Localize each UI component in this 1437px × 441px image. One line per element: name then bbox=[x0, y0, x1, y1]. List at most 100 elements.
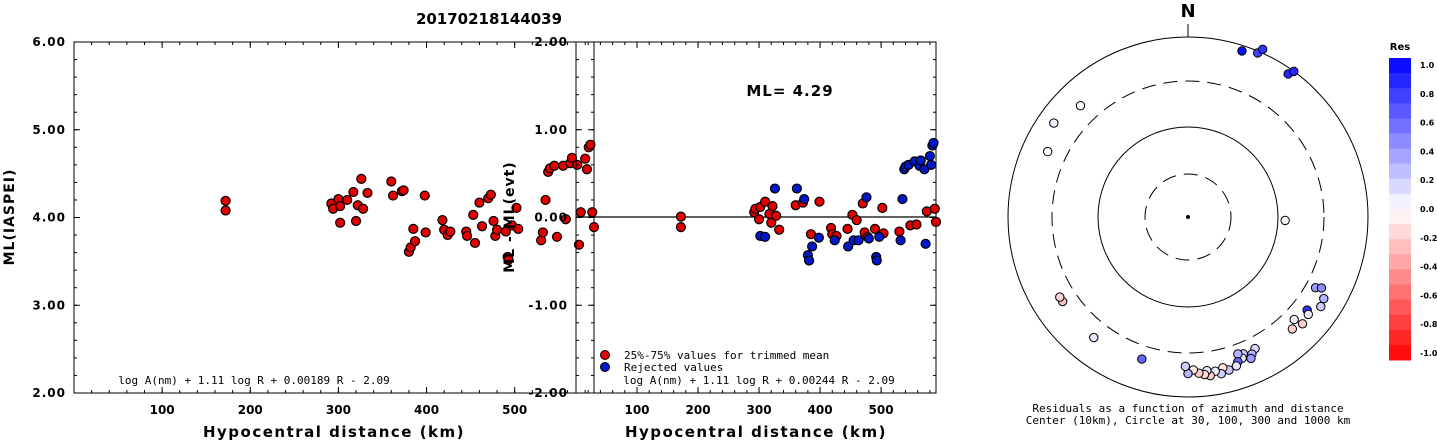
residual-point bbox=[1180, 361, 1191, 372]
data-point bbox=[362, 187, 373, 199]
data-point bbox=[585, 139, 596, 150]
data-point bbox=[386, 176, 397, 187]
data-point bbox=[445, 226, 456, 237]
figure-title: 20170218144039 bbox=[416, 10, 562, 28]
colorbar-label: -1.0 bbox=[1420, 349, 1437, 358]
trimmed-point bbox=[675, 211, 687, 222]
colorbar-swatch bbox=[1389, 73, 1411, 89]
residual-point bbox=[1280, 215, 1290, 226]
rejected-point bbox=[874, 231, 885, 242]
colorbar-label: 0.6 bbox=[1420, 119, 1435, 128]
x-axis: 100 200 300 400 500 bbox=[91, 42, 586, 417]
residual-point bbox=[1289, 66, 1299, 77]
trimmed-point bbox=[771, 210, 782, 221]
data-point bbox=[409, 236, 421, 247]
colorbar-label: 0.2 bbox=[1420, 176, 1434, 185]
panel-ml-vs-distance: 2.00 3.00 4.00 5.00 6.00 100 200 300 400 500 ML(… bbox=[2, 35, 600, 441]
data-point bbox=[461, 230, 473, 242]
rejected-point bbox=[769, 183, 781, 194]
ring-1000km bbox=[1007, 36, 1369, 398]
colorbar-label: -0.2 bbox=[1420, 234, 1437, 243]
residual-point bbox=[1233, 349, 1243, 359]
data-point bbox=[220, 195, 231, 206]
colorbar-swatch bbox=[1389, 178, 1411, 195]
rejected-point bbox=[760, 231, 771, 242]
x-axis-label: Hypocentral distance (km) bbox=[625, 423, 887, 441]
residual-point bbox=[1319, 293, 1329, 304]
data-point bbox=[357, 203, 369, 214]
rejected-point bbox=[897, 193, 908, 205]
y-tick-label: -2.00 bbox=[528, 386, 568, 400]
rejected-point bbox=[861, 192, 872, 203]
data-point bbox=[500, 226, 511, 237]
trimmed-point bbox=[929, 203, 940, 214]
rejected-point bbox=[928, 137, 939, 149]
data-point bbox=[469, 237, 481, 249]
x-tick-label: 500 bbox=[502, 403, 527, 417]
data-point bbox=[468, 209, 479, 220]
y-tick-label: 2.00 bbox=[534, 35, 568, 49]
data-point bbox=[488, 215, 499, 227]
data-point bbox=[420, 227, 431, 238]
data-point bbox=[387, 190, 399, 201]
data-point bbox=[350, 215, 362, 227]
colorbar-swatch bbox=[1389, 148, 1411, 165]
residual-point bbox=[1257, 44, 1268, 54]
colorbar-label: 0.4 bbox=[1420, 147, 1435, 156]
y-axis: 2.00 3.00 4.00 5.00 6.00 bbox=[32, 35, 594, 400]
rejected-point bbox=[799, 193, 810, 205]
rejected-point bbox=[871, 255, 882, 266]
data-point bbox=[551, 231, 563, 242]
colorbar-label: 1.0 bbox=[1420, 61, 1435, 70]
center-dot bbox=[1186, 215, 1190, 219]
trimmed-point bbox=[814, 196, 825, 207]
colorbar-label: -0.6 bbox=[1420, 291, 1437, 300]
ring-30km bbox=[1144, 173, 1232, 261]
y-tick-label: -1.00 bbox=[528, 298, 568, 312]
legend-label-trimmed: 25%-75% values for trimmed mean bbox=[624, 349, 829, 362]
y-tick-label: 2.00 bbox=[32, 386, 66, 400]
colorbar-title: Res bbox=[1390, 42, 1410, 53]
rejected-point bbox=[829, 235, 840, 246]
colorbar-swatch bbox=[1389, 299, 1411, 316]
y-tick-label: 0.00 bbox=[534, 211, 568, 225]
residual-point bbox=[1049, 118, 1059, 128]
colorbar-swatch bbox=[1389, 254, 1411, 270]
rejected-point bbox=[853, 235, 864, 246]
rejected-point bbox=[920, 238, 931, 249]
trimmed-point bbox=[877, 202, 888, 213]
colorbar-swatch bbox=[1389, 284, 1411, 301]
colorbar-swatch bbox=[1389, 193, 1411, 210]
ring-100km bbox=[1097, 126, 1279, 308]
rejected-point bbox=[895, 235, 906, 246]
colorbar-label: -0.8 bbox=[1420, 320, 1437, 329]
data-point bbox=[348, 186, 359, 198]
rejected-point bbox=[915, 155, 926, 166]
caption-line-1: Residuals as a function of azimuth and d… bbox=[1032, 402, 1343, 415]
data-points bbox=[220, 139, 600, 265]
residual-point bbox=[1237, 46, 1247, 56]
residual-point bbox=[1303, 309, 1314, 320]
rejected-point bbox=[791, 183, 802, 194]
trimmed-point bbox=[842, 223, 853, 235]
data-point bbox=[513, 223, 524, 235]
legend-marker-rejected bbox=[600, 362, 610, 372]
x-axis: 100 200 300 400 500 bbox=[587, 42, 931, 417]
colorbar-swatch bbox=[1389, 163, 1411, 180]
rejected-point bbox=[926, 159, 937, 170]
residual-point bbox=[1316, 283, 1327, 293]
data-point bbox=[537, 227, 548, 238]
colorbar-labels: 1.0 0.8 0.6 0.4 0.2 0.0 -0.2 -0.4 -0.6 -0.8 -1.0 bbox=[1420, 61, 1437, 358]
rejected-point bbox=[863, 233, 874, 244]
formula-label: log A(nm) + 1.11 log R + 0.00244 R - 2.0… bbox=[623, 374, 895, 387]
x-tick-label: 300 bbox=[326, 403, 351, 417]
ml-annotation: ML= 4.29 bbox=[746, 82, 833, 100]
colorbar-swatch bbox=[1389, 329, 1411, 346]
trimmed-point bbox=[760, 196, 771, 207]
residual-point bbox=[1316, 301, 1326, 312]
x-tick-label: 200 bbox=[238, 403, 263, 417]
data-point bbox=[549, 160, 560, 171]
colorbar-swatch bbox=[1389, 224, 1411, 240]
colorbar-swatch bbox=[1389, 269, 1411, 285]
trimmed-point bbox=[869, 223, 881, 235]
